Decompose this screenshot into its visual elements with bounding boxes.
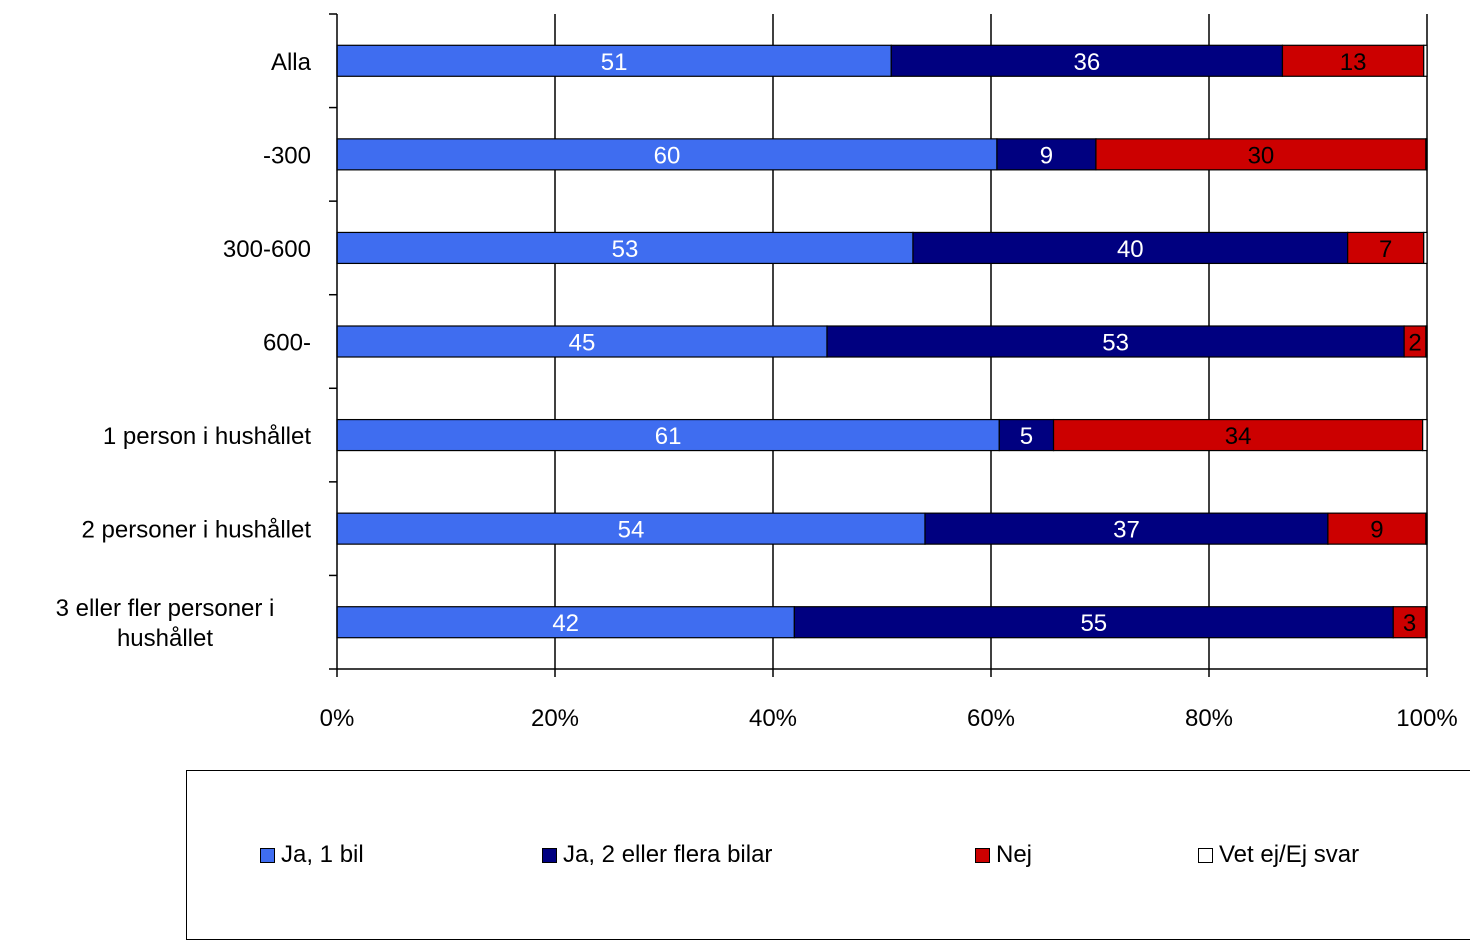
bar-segment xyxy=(336,231,914,265)
category-label: -300 xyxy=(263,142,311,169)
axes xyxy=(329,13,1428,677)
data-label: 45 xyxy=(569,330,596,357)
data-label: 5 xyxy=(1020,423,1033,450)
data-label: 13 xyxy=(1340,49,1367,76)
data-label: 9 xyxy=(1370,517,1383,544)
legend-item-ja-1-bil: Ja, 1 bil xyxy=(260,841,364,869)
data-label: 61 xyxy=(655,423,682,450)
legend-item-vet-ej: Vet ej/Ej svar xyxy=(1198,841,1359,869)
bar-segment xyxy=(890,44,1284,77)
legend-swatch-vet-ej xyxy=(1198,847,1213,863)
bar-segment xyxy=(1052,418,1424,452)
legend-label-ja-2-bilar: Ja, 2 eller flera bilar xyxy=(563,841,773,868)
legend-item-nej: Nej xyxy=(975,841,1032,869)
x-tick-label: 80% xyxy=(1185,705,1233,732)
bar-segment xyxy=(996,138,1097,171)
bar-segment xyxy=(1425,512,1428,545)
data-label: 7 xyxy=(1379,236,1392,263)
bar-segment xyxy=(1327,512,1427,545)
bar-chart: 51 36 13 60 9 30 53 40 7 45 53 2 61 5 34 54 37 9 42 55 3 All… xyxy=(56,13,1458,732)
legend-item-ja-2-bilar: Ja, 2 eller flera bilar xyxy=(542,841,772,869)
bar-segment xyxy=(1425,325,1428,358)
bar-segment xyxy=(1423,231,1428,265)
category-label: 2 personer i hushållet xyxy=(82,517,312,544)
data-label: 34 xyxy=(1225,423,1252,450)
data-label: 30 xyxy=(1248,142,1275,169)
data-label: 9 xyxy=(1040,142,1053,169)
data-label: 36 xyxy=(1073,49,1100,76)
data-label: 53 xyxy=(612,236,639,263)
bar-segment xyxy=(1347,231,1425,265)
legend-swatch-nej xyxy=(975,847,990,863)
category-label: 1 person i hushållet xyxy=(103,423,311,450)
bar-segment xyxy=(336,606,795,639)
bar-segment xyxy=(336,418,1000,452)
bar-segment xyxy=(826,325,1405,358)
bar-segment xyxy=(336,512,926,545)
bar-segment xyxy=(1423,44,1428,77)
data-label: 51 xyxy=(601,49,628,76)
bar-segment xyxy=(1281,44,1425,77)
x-tick-label: 20% xyxy=(531,705,579,732)
legend-label-ja-1-bil: Ja, 1 bil xyxy=(281,841,364,868)
x-tick-label: 0% xyxy=(320,705,355,732)
category-label: 300-600 xyxy=(223,236,311,263)
legend-swatch-ja-2-bilar xyxy=(542,847,557,863)
category-label: Alla xyxy=(271,49,312,76)
data-label: 40 xyxy=(1117,236,1144,263)
x-tick-label: 40% xyxy=(749,705,797,732)
bar-segment xyxy=(1392,606,1427,639)
bar-segment xyxy=(1425,606,1428,639)
legend-label-nej: Nej xyxy=(996,841,1033,868)
x-tick-label: 100% xyxy=(1396,705,1457,732)
bar-segment xyxy=(1425,138,1428,171)
category-labels: Alla -300 300-600 600- 1 person i hushållet 2… xyxy=(56,49,312,652)
category-label: 3 eller fler personer i hushållet xyxy=(56,595,275,652)
bar-segment xyxy=(793,606,1394,639)
bars: 51 36 13 60 9 30 53 40 7 45 53 2 61 5 34 54 37 9 42 55 3 xyxy=(336,44,1428,639)
data-label: 60 xyxy=(654,142,681,169)
data-label: 3 xyxy=(1403,610,1416,637)
data-label: 53 xyxy=(1102,330,1129,357)
bar-segment xyxy=(336,44,892,77)
data-label: 55 xyxy=(1080,610,1107,637)
data-label: 37 xyxy=(1113,517,1140,544)
legend: Ja, 1 bil Ja, 2 eller flera bilar Nej Ve… xyxy=(186,770,1470,940)
legend-label-vet-ej: Vet ej/Ej svar xyxy=(1219,841,1360,868)
bar-segment xyxy=(1422,418,1428,452)
data-label: 54 xyxy=(618,517,645,544)
legend-swatch-ja-1-bil xyxy=(260,847,275,863)
bar-segment xyxy=(998,418,1055,452)
data-label: 2 xyxy=(1408,330,1421,357)
category-label: 600- xyxy=(263,330,311,357)
x-tick-labels: 0% 20% 40% 60% 80% 100% xyxy=(320,705,1458,732)
data-label: 42 xyxy=(552,610,579,637)
bar-segment xyxy=(924,512,1329,545)
x-tick-label: 60% xyxy=(967,705,1015,732)
